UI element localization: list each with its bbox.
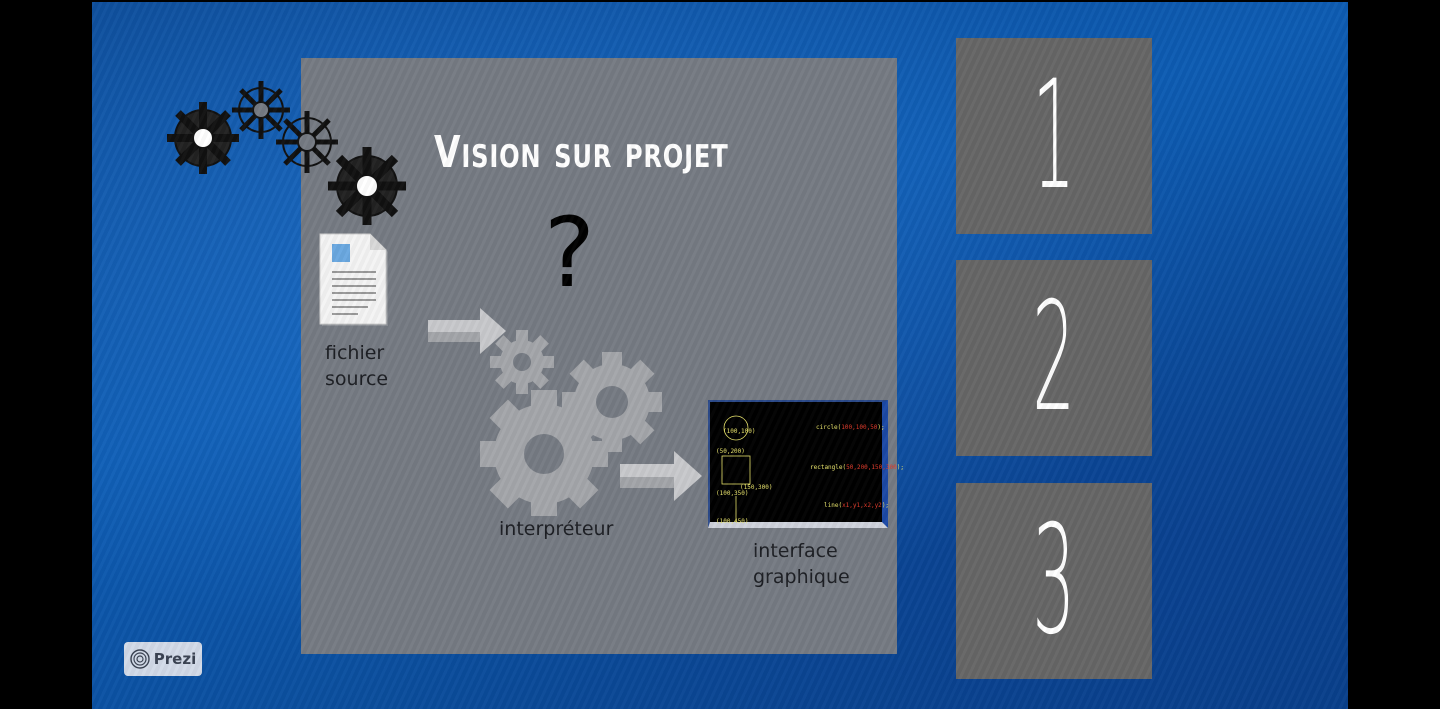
gui-point-label: (50,200)	[716, 448, 745, 455]
prezi-logo-icon	[130, 649, 150, 669]
gui-point-label: (150,300)	[740, 484, 773, 491]
nav-box-3[interactable]: 3	[956, 483, 1152, 679]
gui-command-rectangle: rectangle(50,200,150,300);	[810, 464, 904, 471]
prezi-badge-button[interactable]: Prezi	[124, 642, 202, 676]
nav-box-number: 1	[1032, 49, 1076, 223]
slide-title: Vision sur projet	[434, 127, 729, 178]
document-icon	[319, 233, 388, 326]
gui-command-circle: circle(100,100,50);	[816, 424, 885, 431]
gui-screenshot: (100,100) (50,200) (150,300) (100,350) (…	[708, 400, 904, 528]
gui-command-line: line(x1,y1,x2,y2);	[824, 502, 889, 509]
gui-command-end: );	[881, 502, 890, 509]
sketch-gears-icon	[167, 81, 406, 225]
question-mark: ?	[544, 197, 595, 309]
presentation-canvas[interactable]: Vision sur projet fichier source ?	[92, 2, 1348, 709]
gui-command-name: line(	[824, 502, 843, 509]
source-file-label: fichier source	[325, 342, 389, 390]
gui-command-name: rectangle(	[810, 464, 847, 471]
gui-command-args: 50,200,150,300	[846, 464, 897, 471]
gui-point-label: (100,350)	[716, 490, 749, 497]
gui-command-end: );	[877, 424, 885, 431]
slide-frame	[301, 58, 897, 654]
gears-icon	[480, 330, 662, 516]
nav-box-1[interactable]: 1	[956, 38, 1152, 234]
gui-point-label: (100,450)	[716, 518, 749, 525]
gui-point-label: (100,100)	[723, 428, 756, 435]
gui-command-end: );	[896, 464, 904, 471]
nav-box-number: 2	[1032, 271, 1076, 445]
prezi-label: Prezi	[153, 650, 197, 668]
nav-box-number: 3	[1032, 494, 1076, 668]
gui-shapes	[721, 415, 751, 522]
nav-box-2[interactable]: 2	[956, 260, 1152, 456]
gui-command-args: 100,100,50	[841, 424, 878, 431]
gui-command-name: circle(	[816, 424, 842, 431]
arrow-right-icon	[620, 451, 702, 501]
gui-label: interface graphique	[753, 540, 850, 588]
gui-command-args: x1,y1,x2,y2	[842, 502, 882, 509]
arrow-right-icon	[428, 308, 506, 354]
interpreter-label: interpréteur	[499, 518, 614, 540]
